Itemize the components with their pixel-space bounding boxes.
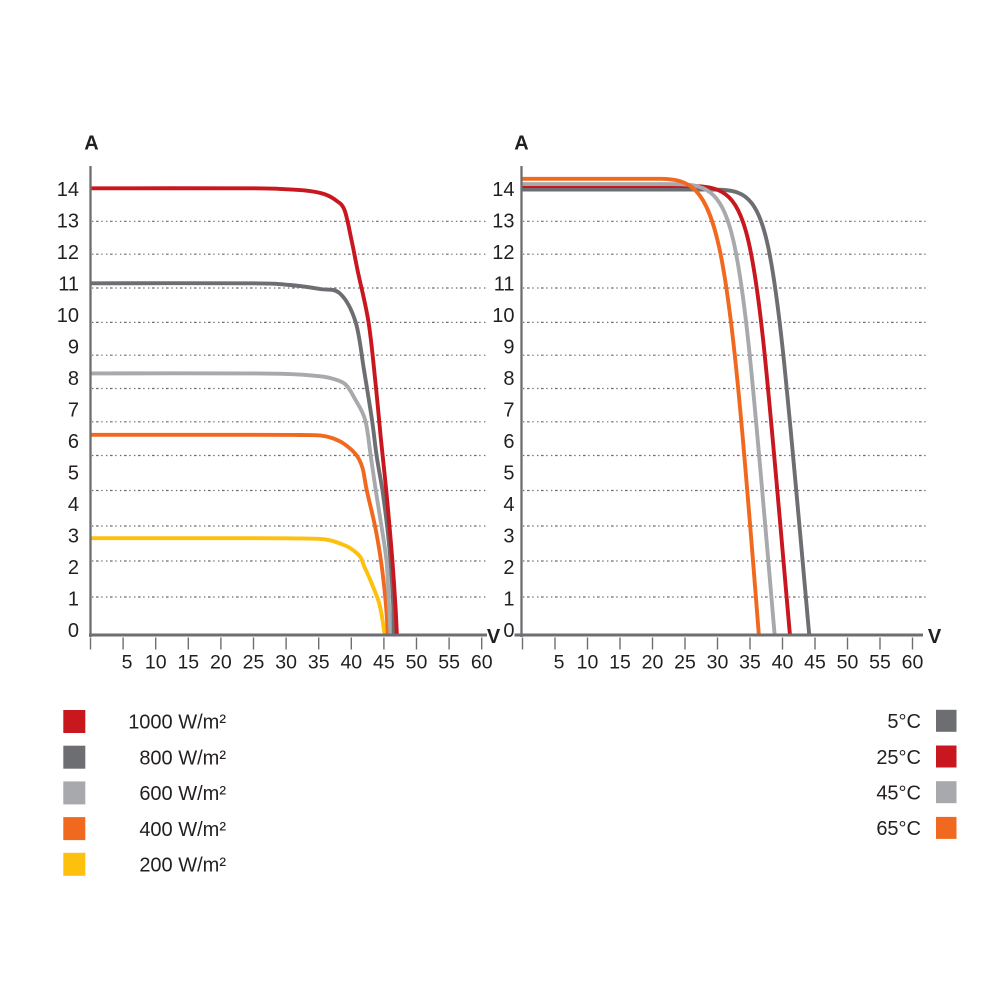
svg-text:25: 25 — [674, 652, 696, 674]
svg-text:30: 30 — [707, 652, 729, 674]
svg-text:5: 5 — [68, 463, 79, 485]
svg-text:3: 3 — [68, 526, 79, 548]
svg-text:1000 W/m²: 1000 W/m² — [128, 712, 226, 734]
svg-text:2: 2 — [68, 557, 79, 579]
svg-text:50: 50 — [406, 652, 428, 674]
svg-text:35: 35 — [739, 652, 761, 674]
svg-text:25°C: 25°C — [876, 747, 921, 769]
svg-text:30: 30 — [275, 652, 297, 674]
svg-text:35: 35 — [308, 652, 330, 674]
svg-text:8: 8 — [68, 368, 79, 390]
svg-text:11: 11 — [494, 274, 515, 296]
svg-text:1: 1 — [68, 589, 79, 611]
svg-text:6: 6 — [503, 431, 514, 453]
svg-text:0: 0 — [68, 620, 79, 642]
svg-text:4: 4 — [503, 494, 514, 516]
svg-text:3: 3 — [503, 526, 514, 548]
svg-text:A: A — [84, 133, 98, 155]
svg-text:55: 55 — [869, 652, 891, 674]
svg-text:20: 20 — [210, 652, 232, 674]
svg-text:40: 40 — [340, 652, 362, 674]
svg-text:800 W/m²: 800 W/m² — [139, 747, 226, 769]
svg-text:10: 10 — [57, 305, 79, 327]
svg-text:50: 50 — [837, 652, 859, 674]
svg-text:4: 4 — [68, 494, 79, 516]
svg-text:65°C: 65°C — [876, 818, 921, 840]
svg-text:15: 15 — [177, 652, 199, 674]
svg-text:60: 60 — [902, 652, 924, 674]
svg-text:11: 11 — [58, 274, 79, 296]
svg-text:13: 13 — [57, 211, 79, 233]
svg-text:V: V — [487, 626, 501, 648]
svg-text:5°C: 5°C — [887, 711, 921, 733]
svg-text:45°C: 45°C — [876, 783, 921, 805]
svg-text:2: 2 — [503, 557, 514, 579]
svg-text:40: 40 — [772, 652, 794, 674]
svg-text:20: 20 — [642, 652, 664, 674]
svg-text:6: 6 — [68, 431, 79, 453]
svg-text:7: 7 — [68, 400, 79, 422]
svg-text:45: 45 — [804, 652, 826, 674]
svg-text:0: 0 — [503, 620, 514, 642]
svg-text:600 W/m²: 600 W/m² — [139, 783, 226, 805]
svg-text:10: 10 — [577, 652, 599, 674]
svg-text:45: 45 — [373, 652, 395, 674]
svg-text:14: 14 — [492, 179, 514, 201]
svg-text:200 W/m²: 200 W/m² — [139, 855, 226, 877]
svg-text:5: 5 — [554, 652, 565, 674]
svg-text:13: 13 — [492, 211, 514, 233]
svg-text:1: 1 — [503, 589, 514, 611]
svg-text:55: 55 — [438, 652, 460, 674]
svg-text:8: 8 — [503, 368, 514, 390]
svg-text:60: 60 — [471, 652, 493, 674]
svg-text:10: 10 — [145, 652, 167, 674]
svg-text:12: 12 — [492, 242, 514, 264]
svg-text:25: 25 — [243, 652, 265, 674]
svg-text:9: 9 — [68, 337, 79, 359]
svg-text:A: A — [514, 133, 528, 155]
svg-text:400 W/m²: 400 W/m² — [139, 819, 226, 841]
svg-text:10: 10 — [492, 305, 514, 327]
svg-text:12: 12 — [57, 242, 79, 264]
svg-text:5: 5 — [122, 652, 133, 674]
svg-text:5: 5 — [503, 463, 514, 485]
svg-text:14: 14 — [57, 179, 79, 201]
svg-text:7: 7 — [503, 400, 514, 422]
svg-text:15: 15 — [609, 652, 631, 674]
svg-text:9: 9 — [503, 337, 514, 359]
svg-text:V: V — [928, 626, 942, 648]
